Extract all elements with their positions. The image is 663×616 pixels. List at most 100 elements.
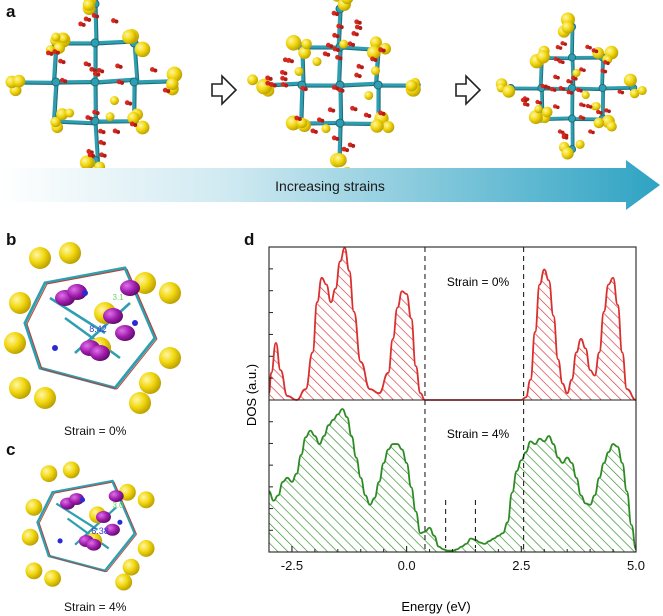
oxygen-atom <box>620 90 625 95</box>
oxygen-atom <box>326 52 331 57</box>
oxygen-atom <box>556 75 560 80</box>
linker-bond <box>132 41 139 82</box>
sulfur-atom <box>21 528 39 546</box>
oxygen-atom <box>101 141 106 146</box>
oxygen-atom <box>335 86 340 91</box>
panel-b-molecule: 8.42 3.1 <box>4 242 181 414</box>
sulfur-atom <box>294 66 304 76</box>
oxygen-atom <box>588 45 592 50</box>
oxygen-atom <box>357 20 362 25</box>
oxygen-atom <box>381 48 386 53</box>
oxygen-atom <box>63 79 68 84</box>
molecule-bond <box>36 491 54 524</box>
oxygen-atom <box>334 12 339 17</box>
molecule-bond <box>38 522 51 557</box>
sulfur-atom <box>541 106 553 118</box>
molecule-bond <box>36 520 51 558</box>
oxygen-atom <box>581 116 586 120</box>
framework-strain-mid <box>247 0 421 180</box>
linker-bond <box>93 77 134 84</box>
sulfur-atom <box>127 111 140 125</box>
oxygen-atom <box>543 85 548 89</box>
sulfur-atom <box>561 147 574 160</box>
linker-bond <box>51 80 58 125</box>
panel-c-distance-label: 6.38 <box>91 526 109 536</box>
molecule-bond <box>106 534 137 572</box>
sulfur-atom <box>593 117 605 129</box>
oxygen-atom <box>166 89 171 94</box>
sulfur-atom <box>122 558 140 576</box>
oxygen-atom <box>353 107 358 112</box>
sulfur-atom <box>581 90 590 100</box>
sulfur-atom <box>79 155 94 170</box>
oxygen-atom <box>335 48 340 53</box>
lone-pair-lobe <box>104 523 120 536</box>
panel-c-molecule: 6.38 3.0 <box>21 461 155 591</box>
oxygen-atom <box>303 87 308 92</box>
sulfur-atom <box>25 498 43 516</box>
oxygen-atom <box>338 56 343 61</box>
lone-pair-lobe <box>90 345 110 361</box>
oxygen-atom <box>331 108 336 113</box>
oxygen-atom <box>599 111 603 115</box>
lone-pair-lobe <box>103 308 123 324</box>
framework-strain-high <box>495 12 647 160</box>
linker-bond <box>336 45 342 89</box>
molecule-bond <box>46 268 128 285</box>
oxygen-atom <box>574 77 578 81</box>
increasing-strain-label: Increasing strains <box>275 178 385 194</box>
oxygen-atom <box>538 101 543 105</box>
x-tick-label-0: -2.5 <box>281 558 303 573</box>
oxygen-atom <box>116 129 121 134</box>
sulfur-atom <box>129 392 151 414</box>
oxygen-atom <box>335 136 340 141</box>
linker-bond <box>96 5 99 43</box>
sulfur-atom <box>502 84 516 98</box>
sulfur-atom <box>256 78 272 95</box>
oxygen-atom <box>546 85 551 90</box>
sulfur-atom <box>50 116 61 128</box>
framework-node <box>90 38 100 48</box>
panel-a-illustration: Increasing strains <box>0 0 660 210</box>
sulfur-atom <box>536 50 550 64</box>
oxygen-atom <box>367 113 372 118</box>
sulfur-atom <box>159 347 181 369</box>
molecule-bond <box>50 556 107 573</box>
panel-c-green-label: 3.0 <box>112 501 124 510</box>
oxygen-atom <box>313 129 318 134</box>
oxygen-atom <box>289 59 294 64</box>
chart-ylabel: DOS (a.u.) <box>244 364 259 426</box>
sulfur-atom <box>166 77 179 91</box>
series-label-strain-0: Strain = 0% <box>447 275 510 289</box>
oxygen-atom <box>128 101 133 106</box>
oxygen-atom <box>556 105 560 110</box>
sulfur-atom <box>301 38 312 50</box>
framework-node <box>373 80 383 90</box>
sulfur-atom <box>623 73 637 87</box>
panel-c-caption: Strain = 4% <box>64 600 127 614</box>
panel-letter-d: d <box>244 230 255 249</box>
oxygen-atom <box>49 51 54 56</box>
sulfur-atom <box>332 153 347 167</box>
sulfur-atom <box>109 96 119 106</box>
oxygen-atom <box>564 136 569 140</box>
sulfur-atom <box>122 29 137 45</box>
sulfur-atom <box>369 36 382 49</box>
oxygen-atom <box>297 117 302 122</box>
molecule-bond <box>51 479 114 494</box>
framework-node <box>598 83 607 93</box>
oxygen-atom <box>603 69 608 74</box>
panel-letter-b: b <box>6 230 17 249</box>
sulfur-atom <box>59 34 69 44</box>
molecule-bond <box>26 323 43 370</box>
sulfur-atom <box>59 242 81 264</box>
molecule-bond <box>54 481 115 494</box>
sulfur-atom <box>12 74 26 88</box>
oxygen-atom <box>329 44 334 49</box>
oxygen-atom <box>525 103 530 107</box>
sulfur-atom <box>382 120 395 133</box>
panel-b-green-label: 3.1 <box>112 293 124 302</box>
nitrogen-atom <box>79 497 86 503</box>
oxygen-atom <box>359 65 364 70</box>
lone-pair-lobe <box>67 284 87 300</box>
